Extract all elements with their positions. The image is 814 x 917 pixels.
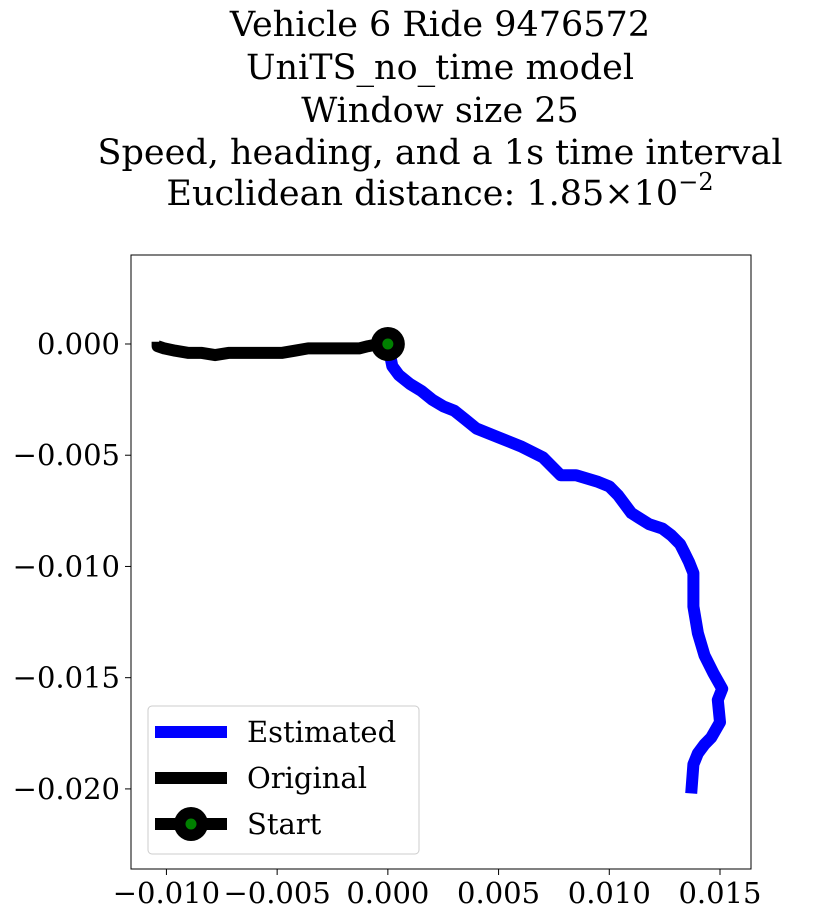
x-tick-label: 0.000 [346,876,429,910]
y-tick-label: −0.015 [13,661,120,695]
y-tick-label: −0.010 [13,549,120,583]
title-line-1: Vehicle 6 Ride 9476572 [229,5,650,45]
plot-frame [130,254,752,870]
metric-prefix: Euclidean distance: [166,174,526,214]
x-tick-label: −0.010 [113,876,220,910]
series-line-original [151,338,388,362]
chart-title: Vehicle 6 Ride 9476572 UniTS_no_time mod… [97,5,782,214]
legend: Estimated Original Start [147,705,420,855]
legend-box [147,705,420,855]
title-line-4: Speed, heading, and a 1s time interval [97,133,782,173]
metric-exponent: −2 [678,168,713,196]
y-tick-label: −0.020 [13,772,120,806]
title-line-5: Euclidean distance: 1.85×10−2 [166,168,713,214]
x-axis-ticks: −0.010 −0.005 0.000 0.005 0.010 0.015 [113,869,762,910]
start-marker-group [370,326,405,361]
x-tick-label: −0.005 [223,876,330,910]
x-tick-label: 0.005 [457,876,540,910]
y-tick-label: 0.000 [37,327,120,361]
x-tick-label: 0.010 [568,876,651,910]
metric-times: × [604,174,633,214]
legend-label-estimated: Estimated [247,715,396,749]
legend-swatch-start-inner [185,818,197,830]
y-tick-label: −0.005 [13,438,120,472]
plot-lines [151,338,729,794]
metric-mantissa: 1.85 [526,174,604,214]
series-line-estimated [382,342,729,794]
metric-base: 10 [634,174,679,214]
y-axis-ticks: 0.000 −0.005 −0.010 −0.015 −0.020 [13,327,131,806]
start-marker-inner [382,338,394,350]
x-tick-label: 0.015 [678,876,761,910]
legend-label-start: Start [247,807,322,841]
legend-label-original: Original [247,761,367,795]
title-line-2: UniTS_no_time model [246,48,634,88]
title-line-3: Window size 25 [301,91,579,131]
